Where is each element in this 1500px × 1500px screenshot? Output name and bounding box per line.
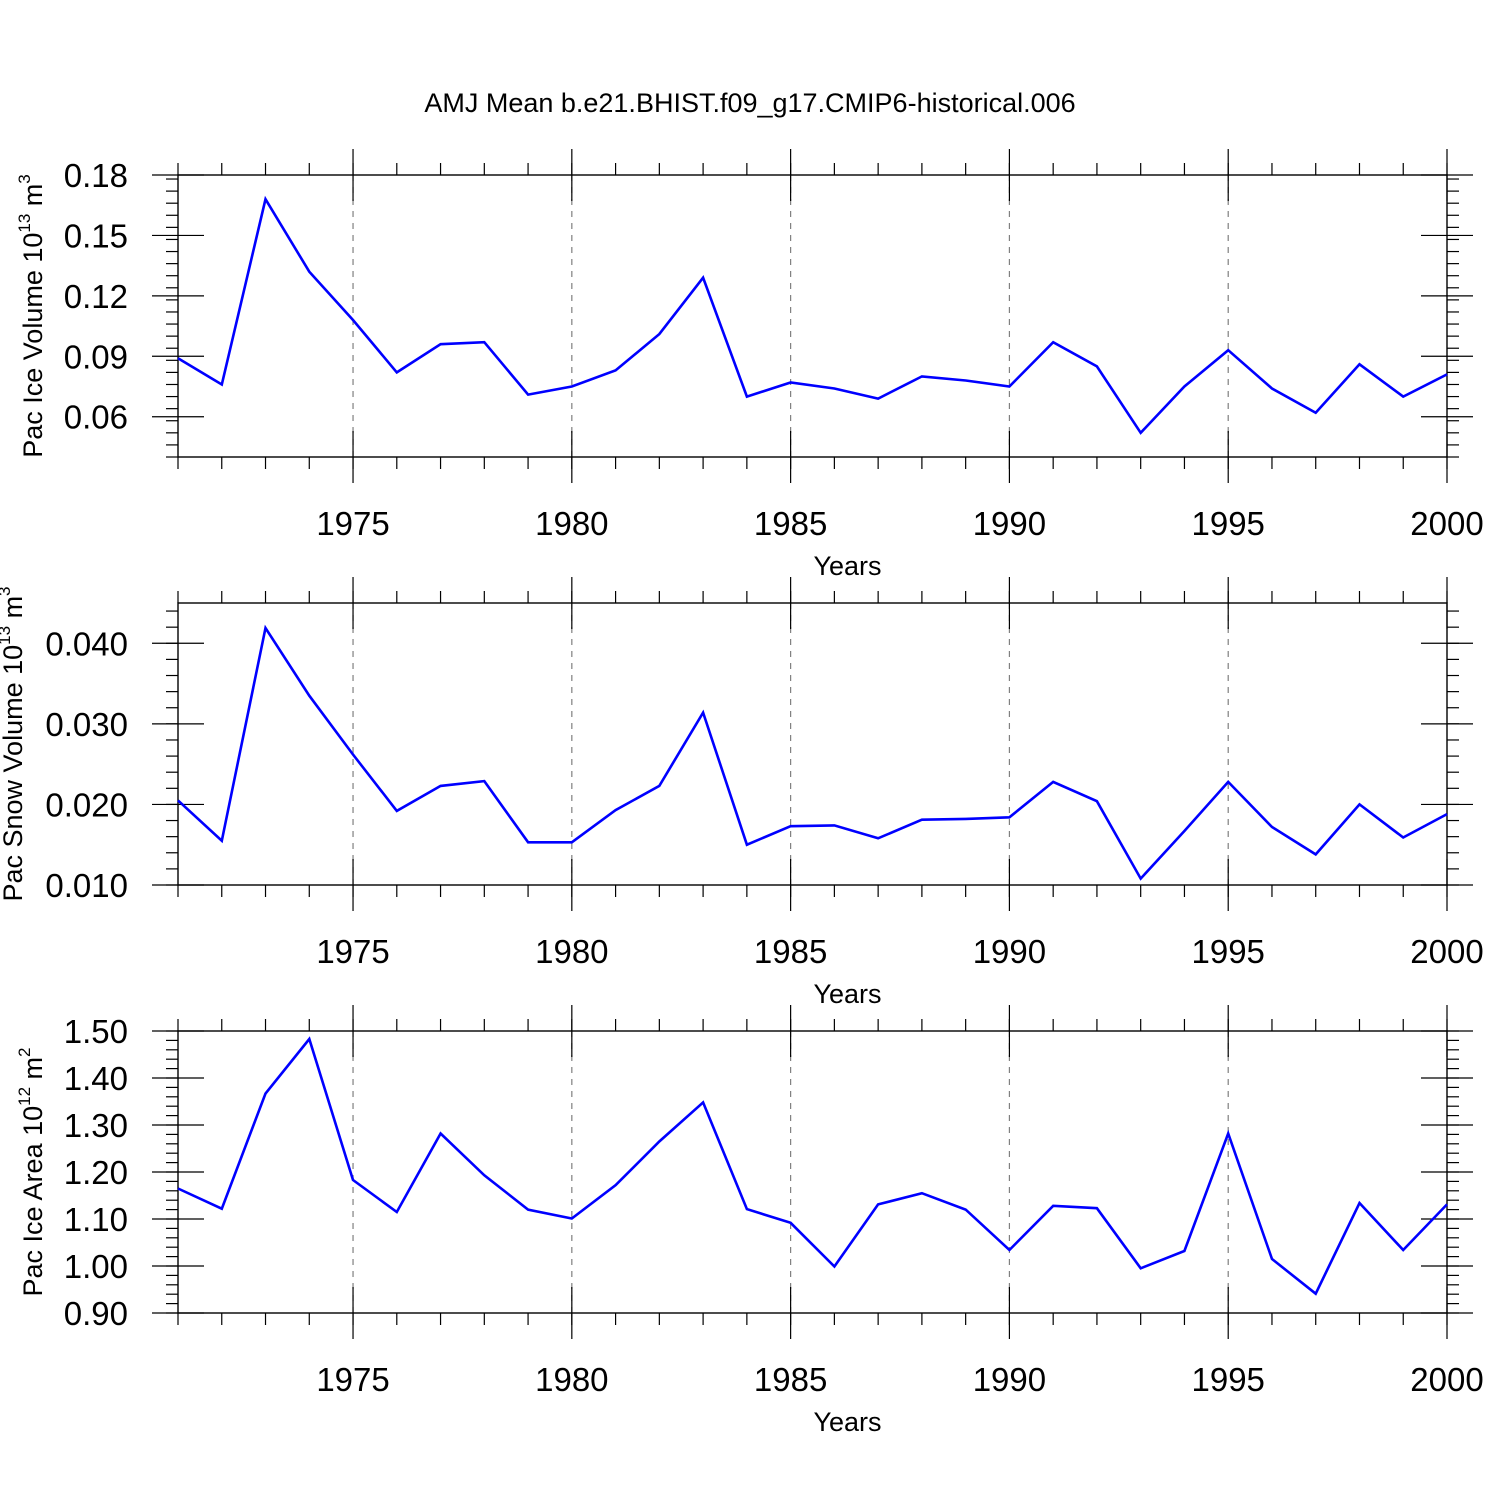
chart-panel-3: 1975 1980 1985 1990 1995 2000 0.90 1.00 1.10 1.20… [15,1005,1484,1437]
y-tick-label: 1.50 [64,1013,128,1050]
x-axis-title: Years [813,979,881,1009]
y-axis-title-text: Pac Ice Area 10 [18,1106,48,1297]
y-axis-title-text: Pac Ice Volume 10 [18,233,48,458]
series-line [177,624,1448,881]
y-tick-label: 1.00 [64,1248,128,1285]
y-axis-title-superscript: 12 [15,1087,34,1106]
y-tick-label: 0.90 [64,1295,128,1332]
chart-panel-2: 1975 1980 1985 1990 1995 2000 0.010 0.020 0.030 0… [0,577,1484,1009]
y-tick-label: 1.10 [64,1201,128,1238]
y-axis-title-superscript: 2 [15,1047,34,1056]
x-tick-label: 1980 [535,505,608,542]
plot-frame [177,174,1448,458]
x-tick-label: 1995 [1191,933,1264,970]
y-tick-label: 1.20 [64,1154,128,1191]
x-tick-label: 2000 [1410,505,1483,542]
x-tick-label: 1980 [535,933,608,970]
x-tick-label: 1985 [754,1361,827,1398]
y-axis-title: Pac Ice Volume 1013 m3 [15,174,48,458]
y-tick-label: 0.030 [45,706,128,743]
y-tick-label: 0.12 [64,278,128,315]
plot-frame [177,1030,1448,1314]
y-tick-label: 0.040 [45,625,128,662]
x-tick-label: 1985 [754,933,827,970]
x-tick-label: 1985 [754,505,827,542]
y-axis-title-text: m [18,184,48,214]
y-axis-title: Pac Ice Area 1012 m2 [15,1047,48,1296]
plot-frame [177,602,1448,886]
series-line [177,195,1448,435]
y-axis-title-text: m [18,1057,48,1087]
x-axis-title: Years [813,551,881,581]
figure-title: AMJ Mean b.e21.BHIST.f09_g17.CMIP6-histo… [424,88,1075,118]
y-axis-title-superscript: 13 [15,214,34,233]
y-axis-title-text: m [0,596,28,626]
y-axis-title-text: Pac Snow Volume 10 [0,645,28,902]
x-tick-label: 1990 [973,933,1046,970]
x-tick-label: 1980 [535,1361,608,1398]
x-tick-label: 1990 [973,1361,1046,1398]
y-tick-label: 1.40 [64,1060,128,1097]
y-axis-title: Pac Snow Volume 1013 m3 [0,586,28,901]
x-tick-label: 1975 [316,505,389,542]
x-tick-label: 2000 [1410,933,1483,970]
y-tick-label: 0.18 [64,157,128,194]
y-tick-label: 0.020 [45,786,128,823]
x-tick-label: 1975 [316,933,389,970]
y-tick-label: 1.30 [64,1107,128,1144]
x-tick-label: 1975 [316,1361,389,1398]
series-line [177,1036,1448,1296]
x-tick-label: 1990 [973,505,1046,542]
y-tick-label: 0.010 [45,867,128,904]
chart-panel-1: 1975 1980 1985 1990 1995 2000 0.06 0.09 0.12 0.15… [15,149,1484,581]
y-axis-title-superscript: 3 [0,586,14,595]
x-tick-label: 1995 [1191,1361,1264,1398]
x-tick-label: 2000 [1410,1361,1483,1398]
x-tick-label: 1995 [1191,505,1264,542]
panels: 1975 1980 1985 1990 1995 2000 0.06 0.09 0.12 0.15… [0,149,1484,1437]
y-tick-label: 0.15 [64,217,128,254]
x-axis-title: Years [813,1407,881,1437]
y-tick-label: 0.09 [64,338,128,375]
y-axis-title-superscript: 13 [0,626,14,645]
y-tick-label: 0.06 [64,399,128,436]
y-axis-title-superscript: 3 [15,174,34,183]
